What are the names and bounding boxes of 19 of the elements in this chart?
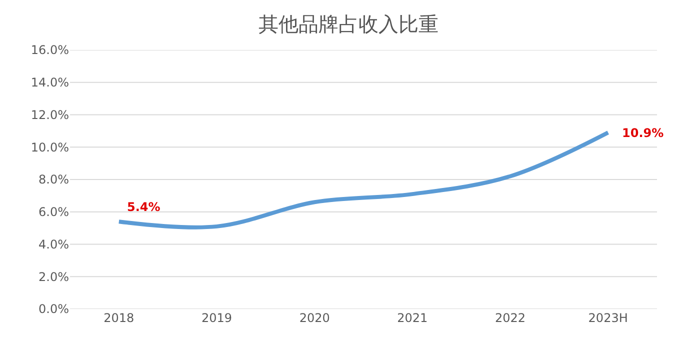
x-tick-label: 2018 [104,311,134,325]
x-tick-label: 2021 [397,311,428,325]
x-tick-label: 2023H [588,311,628,325]
x-tick-label: 2019 [201,311,232,325]
data-label: 10.9% [622,126,664,140]
x-tick-label: 2020 [299,311,330,325]
y-tick-label: 4.0% [38,237,69,252]
chart-title: 其他品牌占收入比重 [258,12,438,36]
line-series [116,130,610,230]
x-tick-label: 2022 [494,311,526,325]
y-tick-label: 6.0% [38,205,69,220]
y-tick-label: 0.0% [38,302,69,316]
y-tick-label: 8.0% [38,172,69,187]
y-tick-label: 10.0% [30,140,69,154]
y-tick-label: 14.0% [30,76,69,90]
y-tick-label: 16.0% [30,43,69,58]
y-tick-label: 2.0% [38,270,69,284]
data-label: 5.4% [127,200,160,214]
y-tick-label: 12.0% [30,108,69,122]
